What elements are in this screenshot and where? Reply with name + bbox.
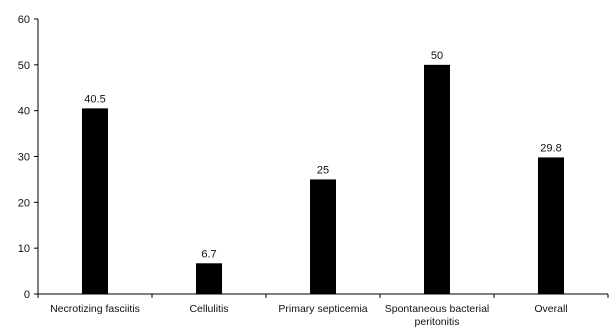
y-tick-label: 30 [18, 152, 30, 164]
y-tick-label: 50 [18, 60, 30, 72]
x-tick-label: Spontaneous bacterial peritonitis [385, 303, 490, 328]
bar [82, 108, 108, 294]
data-label: 50 [431, 50, 443, 62]
y-tick-label: 60 [18, 14, 30, 26]
y-tick-label: 40 [18, 106, 30, 118]
bar [424, 64, 450, 294]
y-axis: 0 10 20 30 40 50 60 [18, 14, 39, 301]
x-tick-label: Primary septicemia [278, 303, 367, 315]
x-tick-label: Cellulitis [189, 303, 228, 315]
bar [310, 179, 336, 294]
bar [196, 263, 222, 294]
x-tick-label: Necrotizing fasciitis [50, 303, 140, 315]
bar [538, 157, 564, 294]
data-label: 29.8 [540, 142, 561, 154]
y-tick-label: 20 [18, 197, 30, 209]
x-tick-label: Overall [534, 303, 567, 315]
data-label: 25 [317, 164, 329, 176]
data-label: 6.7 [201, 248, 216, 260]
x-axis: Necrotizing fasciitis Cellulitis Primary s… [37, 293, 609, 328]
y-tick-label: 10 [18, 243, 30, 255]
y-tick-label: 0 [24, 289, 30, 301]
data-labels: 40.5 6.7 25 50 29.8 [84, 50, 561, 260]
bars [82, 64, 564, 294]
data-label: 40.5 [84, 93, 105, 105]
